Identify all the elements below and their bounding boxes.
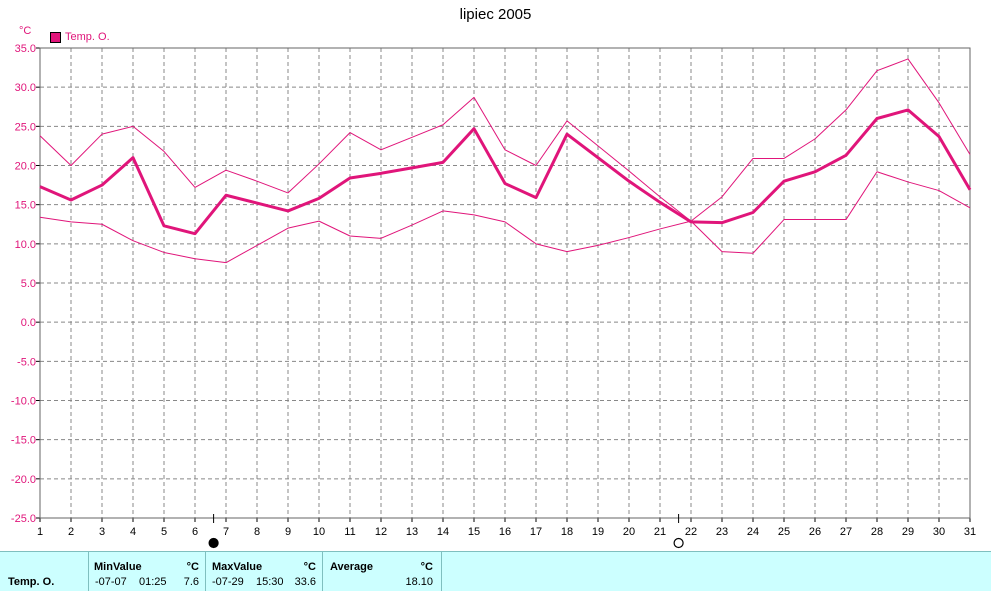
x-tick-label: 12 [375, 526, 387, 538]
legend-swatch [50, 31, 61, 43]
stats-max-cell: MaxValue °C -07-29 15:30 33.6 [206, 552, 323, 591]
min-unit: °C [186, 561, 199, 573]
max-header: MaxValue [212, 561, 263, 573]
x-tick-label: 2 [68, 526, 74, 538]
stats-series-cell: Temp. O. [0, 552, 89, 591]
legend: Temp. O. [50, 31, 110, 43]
x-tick-label: 13 [406, 526, 418, 538]
max-unit: °C [303, 561, 316, 573]
max-time: 15:30 [256, 576, 284, 588]
stats-avg-cell: Average °C 18.10 [323, 552, 442, 591]
x-tick-label: 8 [254, 526, 260, 538]
x-tick-label: 22 [685, 526, 697, 538]
x-tick-label: 11 [344, 526, 355, 538]
x-tick-label: 6 [192, 526, 198, 538]
min-value: 7.6 [183, 576, 199, 588]
x-tick-label: 28 [871, 526, 883, 538]
x-tick-label: 27 [840, 526, 852, 538]
min-header: MinValue [94, 561, 142, 573]
y-tick-label: -5.0 [17, 356, 36, 368]
chart-canvas: 1 2 3 4 5 6 7 8 9 10 11 12 13 14 15 16 17 18 19 20 21 22 23 24 2… [11, 43, 976, 549]
plot-frame [39, 47, 971, 519]
stats-panel: Temp. O. MinValue °C -07-07 01:25 7.6 Ma… [0, 551, 991, 591]
avg-value: 18.10 [405, 576, 433, 588]
x-tick-label: 19 [592, 526, 604, 538]
x-tick-label: 18 [561, 526, 573, 538]
max-value: 33.6 [294, 576, 316, 588]
x-tick-label: 15 [468, 526, 480, 538]
x-tick-label: 4 [130, 526, 136, 538]
stats-min-cell: MinValue °C -07-07 01:25 7.6 [89, 552, 206, 591]
x-tick-label: 16 [499, 526, 511, 538]
y-tick-label: 30.0 [15, 82, 36, 94]
y-tick-label: -15.0 [11, 435, 36, 447]
min-time: 01:25 [139, 576, 167, 588]
stats-series-label: Temp. O. [8, 576, 55, 588]
y-tick-label: 0.0 [21, 317, 36, 329]
x-tick-label: 23 [716, 526, 728, 538]
x-tick-label: 21 [654, 526, 666, 538]
y-tick-label: 35.0 [15, 43, 36, 55]
legend-label: Temp. O. [65, 31, 110, 43]
series-line-max [39, 58, 971, 222]
y-tick-label: -10.0 [11, 396, 36, 408]
x-tick-label: 7 [223, 526, 229, 538]
x-tick-label: 20 [623, 526, 635, 538]
x-tick-label: 3 [99, 526, 105, 538]
min-date: -07-07 [95, 576, 127, 588]
x-tick-label: 1 [37, 526, 43, 538]
x-tick-label: 31 [964, 526, 976, 538]
x-tick-label: 5 [161, 526, 167, 538]
y-axis-unit-label: °C [19, 25, 32, 37]
y-tick-label: 20.0 [15, 161, 36, 173]
y-tick-label: 10.0 [15, 239, 36, 251]
x-tick-label: 30 [933, 526, 945, 538]
series-line-min [39, 171, 971, 264]
chart-title: lipiec 2005 [459, 6, 532, 23]
y-tick-label: 25.0 [15, 121, 36, 133]
x-tick-label: 25 [778, 526, 790, 538]
x-tick-label: 24 [747, 526, 759, 538]
y-tick-label: -20.0 [11, 474, 36, 486]
new-moon-icon [208, 537, 219, 549]
x-tick-label: 10 [313, 526, 325, 538]
x-tick-label: 29 [902, 526, 914, 538]
series-line-average [39, 108, 972, 236]
x-tick-label: 17 [530, 526, 542, 538]
full-moon-icon [673, 537, 684, 549]
avg-header: Average [330, 561, 374, 573]
y-tick-label: 5.0 [21, 278, 36, 290]
max-date: -07-29 [212, 576, 244, 588]
x-tick-label: 26 [809, 526, 821, 538]
avg-unit: °C [420, 561, 433, 573]
y-tick-label: 15.0 [15, 200, 36, 212]
y-tick-label: -25.0 [11, 513, 36, 525]
x-tick-label: 9 [285, 526, 291, 538]
x-tick-label: 14 [437, 526, 449, 538]
